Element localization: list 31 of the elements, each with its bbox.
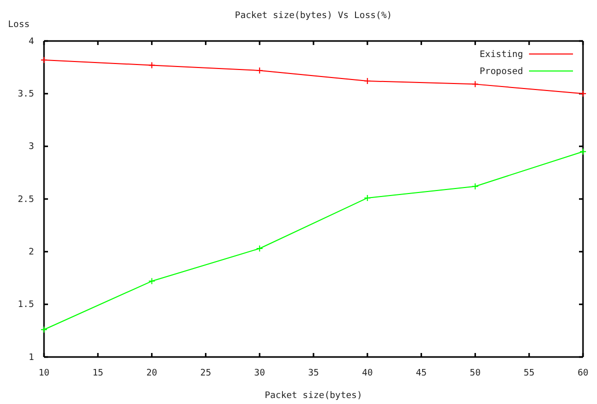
x-tick-label: 35: [308, 368, 319, 378]
x-tick-label: 45: [416, 368, 427, 378]
point: [148, 278, 156, 285]
x-tick-label: 55: [524, 368, 535, 378]
point: [472, 80, 479, 88]
x-tick-label: 30: [254, 368, 266, 378]
x-tick-label: 15: [92, 368, 104, 378]
chart-title: Packet size(bytes) Vs Loss(%): [234, 11, 392, 21]
point: [364, 194, 371, 202]
point: [148, 62, 156, 69]
point: [472, 182, 479, 190]
legend-label: Proposed: [480, 67, 523, 77]
y-tick-label: 2: [28, 248, 34, 258]
x-tick-label: 60: [578, 368, 588, 378]
point: [256, 245, 264, 252]
y-tick-label: 4: [28, 36, 34, 47]
x-tick-label: 50: [470, 368, 481, 378]
x-tick-label: 40: [362, 368, 373, 378]
x-axis-title: Packet size(bytes): [264, 391, 362, 401]
y-tick-label: 3: [28, 142, 34, 152]
point: [364, 78, 371, 85]
y-tick-label: 1.5: [18, 300, 34, 310]
x-tick-label: 10: [38, 368, 50, 378]
y-tick-label: 2.5: [18, 194, 34, 205]
y-axis-title: Loss: [8, 20, 30, 30]
x-tick-label: 25: [200, 368, 212, 378]
x-tick-label: 20: [146, 368, 158, 378]
point: [256, 66, 264, 74]
y-tick-label: 1: [28, 352, 34, 363]
y-tick-label: 3.5: [18, 90, 34, 100]
legend-label: Existing: [480, 50, 523, 60]
